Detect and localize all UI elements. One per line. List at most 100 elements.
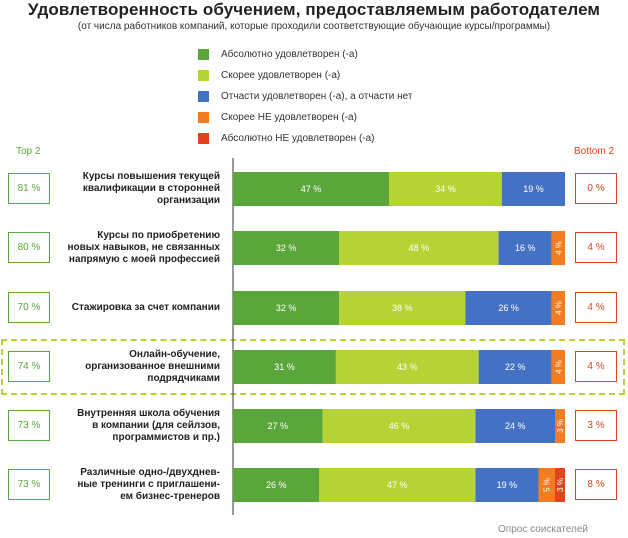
chart-title: Удовлетворенность обучением, предоставля… [27,0,601,19]
legend-swatch [198,132,209,144]
category-label-line: в компании (для сейлзов, [92,420,220,431]
category-label-line: программистов и пр.) [112,432,220,443]
category-label: Курсы повышения текущей квалификации в ст… [56,171,220,207]
data-label: 4 % [554,360,563,374]
bar-segment [233,231,340,265]
bar-segment [555,409,565,443]
legend-item-rather-not-satisfied: Скорее НЕ удовлетворен (-а) [198,110,357,124]
bar-segment [322,409,476,443]
bar-segment [498,231,552,265]
data-label: 19 % [497,480,518,490]
top2-value: 73 % [8,410,50,441]
data-label: 38 % [392,303,413,313]
data-label: 31 % [274,362,295,372]
top2-value: 80 % [8,232,50,263]
category-label-line: организованное внешними [85,361,220,372]
data-label: 26 % [498,303,519,313]
category-label-line: напрямую с моей профессией [68,254,220,265]
bar-segment [551,231,565,265]
bar-segment [233,468,320,502]
data-label: 46 % [389,421,410,431]
legend-item-absolutely-satisfied: Абсолютно удовлетворен (-а) [198,47,358,61]
bottom2-value: 0 % [575,173,617,204]
legend-swatch [198,48,209,60]
category-label-line: Внутренняя школа обучения [77,408,220,419]
highlight-frame [1,339,625,395]
category-label-line: организации [157,195,220,206]
legend-label: Скорее НЕ удовлетворен (-а) [221,111,357,123]
legend-label: Абсолютно НЕ удовлетворен (-а) [221,132,375,144]
legend-item-absolutely-not-satisfied: Абсолютно НЕ удовлетворен (-а) [198,131,375,145]
data-label: 32 % [276,243,297,253]
category-label: Различные одно-/двухднев-ные тренинги с … [56,467,220,503]
legend-swatch [198,69,209,81]
data-label: 26 % [266,480,287,490]
bar-segment [475,409,556,443]
category-label-line: ем бизнес-тренеров [120,491,220,502]
top2-value: 81 % [8,173,50,204]
category-label: Стажировка за счет компании [56,302,220,314]
data-label: 47 % [301,184,322,194]
top2-header: Top 2 [16,146,41,157]
bottom2-value: 3 % [575,410,617,441]
bottom2-value: 8 % [575,469,617,500]
top2-value: 74 % [8,351,50,382]
legend-label: Скорее удовлетворен (-а) [221,69,341,81]
bar-segment [339,231,499,265]
legend-item-partly-satisfied: Отчасти удовлетворен (-а), а отчасти нет [198,89,412,103]
legend-swatch [198,90,209,102]
category-label-line: ные тренинги с приглашени- [77,479,220,490]
bar-segment [233,409,323,443]
category-label-line: Различные одно-/двухднев- [80,467,220,478]
legend-label: Отчасти удовлетворен (-а), а отчасти нет [221,90,413,102]
category-label-line: подрядчиками [147,373,220,384]
data-label: 27 % [268,421,289,431]
category-label-line: Онлайн-обучение, [129,349,220,360]
bottom2-value: 4 % [575,232,617,263]
bottom2-value: 4 % [575,351,617,382]
bar-segment [319,468,476,502]
category-label-line: новых навыков, не связанных [67,242,220,253]
category-label: Внутренняя школа обучения в компании (для… [56,408,220,444]
bar-segment [233,172,389,206]
bar-segment [389,172,502,206]
category-label: Курсы по приобретению новых навыков, не с… [56,230,220,266]
chart-subtitle: (от числа работников компаний, которые п… [77,21,551,32]
data-label: 4 % [554,241,563,255]
bar-segment [233,350,336,384]
bar-segment [233,291,340,325]
data-label: 24 % [505,421,526,431]
bar-segment [475,468,539,502]
data-label: 43 % [397,362,418,372]
source-note: Опрос соискателей [498,524,588,535]
bottom2-value: 4 % [575,292,617,323]
data-label: 4 % [554,301,563,315]
data-label: 47 % [387,480,408,490]
category-label-line: Курсы по приобретению [97,230,220,241]
bar-segment [538,468,555,502]
bar-segment [551,291,565,325]
data-label: 16 % [515,243,536,253]
data-label: 5 % [543,478,552,492]
category-label-line: Курсы повышения текущей [82,171,220,182]
bar-segment [551,350,565,384]
bar-segment [501,172,565,206]
data-label: 32 % [276,303,297,313]
category-label-line: Стажировка за счет компании [71,302,220,313]
data-label: 3 % [556,478,565,492]
data-label: 22 % [505,362,526,372]
bottom2-header: Bottom 2 [574,146,615,157]
legend-item-rather-satisfied: Скорее удовлетворен (-а) [198,68,340,82]
bar-segment [478,350,552,384]
data-label: 48 % [409,243,430,253]
legend-swatch [198,111,209,123]
category-label-line: квалификации в сторонней [82,183,220,194]
bar-segment [555,468,565,502]
category-label: Онлайн-обучение, организованное внешними п… [56,349,220,385]
legend-label: Абсолютно удовлетворен (-а) [221,48,358,60]
top2-value: 70 % [8,292,50,323]
data-label: 34 % [435,184,456,194]
data-label: 19 % [523,184,544,194]
data-label: 3 % [556,419,565,433]
